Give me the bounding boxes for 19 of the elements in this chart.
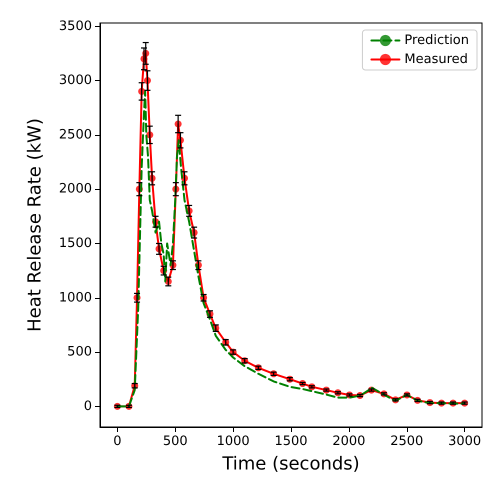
y-tick-label: 1000 <box>58 290 92 306</box>
x-tick-label: 3000 <box>448 434 482 449</box>
y-tick-label: 0 <box>84 398 92 414</box>
x-tick-label: 500 <box>162 434 188 449</box>
x-tick-label: 1500 <box>274 434 308 449</box>
y-tick-label: 3500 <box>58 18 92 34</box>
x-tick-label: 2500 <box>390 434 424 449</box>
x-axis-title: Time (seconds) <box>221 454 360 474</box>
legend-label: Prediction <box>404 33 470 48</box>
y-tick-label: 500 <box>67 344 92 360</box>
x-tick-label: 2000 <box>332 434 366 449</box>
y-tick-label: 2000 <box>58 182 92 197</box>
x-tick-label: 0 <box>113 434 122 449</box>
legend-label: Measured <box>404 52 468 67</box>
y-axis-title: Heat Release Rate (kW) <box>24 118 46 332</box>
x-tick-label: 1000 <box>216 434 250 449</box>
y-tick-label: 2500 <box>58 127 92 142</box>
y-tick-label: 3000 <box>58 73 92 88</box>
y-tick-label: 1500 <box>58 236 92 251</box>
